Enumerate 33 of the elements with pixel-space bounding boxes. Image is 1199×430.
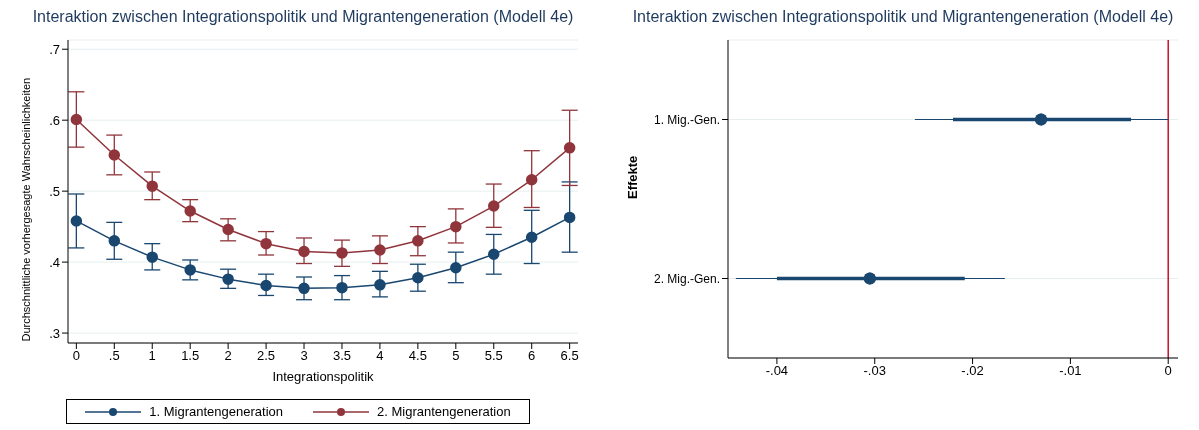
x-tick-label: .5 [108, 348, 120, 364]
chart-title: Interaktion zwischen Integrationspolitik und Migrantengeneration (Modell 4e) [31, 8, 575, 27]
x-tick-label: 6 [528, 348, 536, 364]
y-tick-label: .3 [49, 325, 60, 341]
y-axis-title: Durchschnittliche vorhergesagte Wahrscheinlichkeiten [19, 77, 32, 342]
x-tick-label: 0 [72, 348, 80, 364]
x-tick-label: 2.5 [257, 348, 276, 364]
y-tick-label: .4 [49, 254, 60, 270]
legend-label: 2. Migrantengeneration [377, 404, 511, 419]
x-tick-label: -.04 [765, 363, 789, 379]
x-tick-label: 0 [1164, 363, 1172, 379]
x-tick-label: 1.5 [181, 348, 200, 364]
chart-title: Interaktion zwischen Integrationspolitik und Migrantengeneration (Modell 4e) [631, 8, 1175, 27]
x-tick-label: 2 [224, 348, 232, 364]
y-tick-label: .5 [49, 183, 60, 199]
y-tick-label: .7 [49, 41, 60, 57]
x-tick-label: 4 [376, 348, 384, 364]
x-tick-label: 1 [148, 348, 156, 364]
x-tick-label: -.03 [863, 363, 886, 379]
x-tick-label: 3 [300, 348, 308, 364]
x-tick-label: 6.5 [560, 348, 579, 364]
x-tick-label: 3.5 [332, 348, 352, 364]
x-tick-label: 5.5 [484, 348, 503, 364]
x-tick-label: -.02 [961, 363, 984, 379]
y-axis-title: Effekte [624, 155, 640, 199]
x-tick-label: 5 [452, 348, 460, 364]
y-tick-label: 1. Mig.-Gen. [653, 112, 720, 127]
x-axis-title: Integrationspolitik [272, 369, 375, 384]
y-tick-label: 2. Mig.-Gen. [653, 271, 720, 286]
y-tick-label: .6 [49, 112, 60, 128]
x-tick-label: 4.5 [408, 348, 427, 364]
x-tick-label: -.01 [1059, 363, 1082, 379]
legend-label: 1. Migrantengeneration [149, 404, 283, 419]
